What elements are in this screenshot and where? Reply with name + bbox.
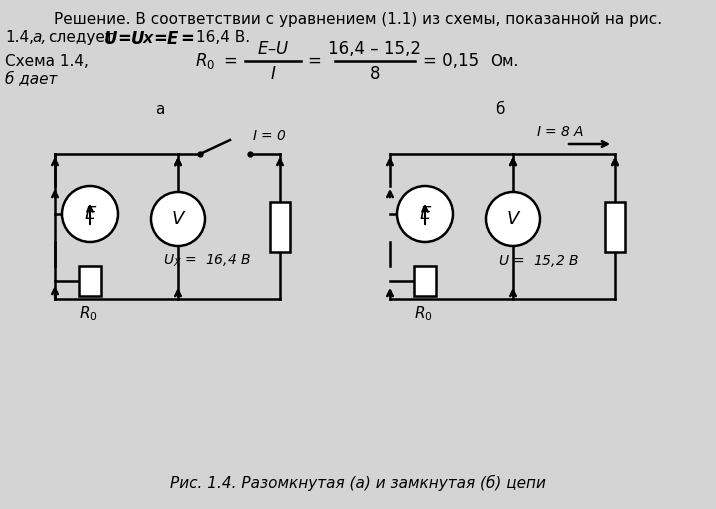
Text: Схема 1.4,: Схема 1.4, — [5, 53, 89, 69]
Text: $E – U$: $E – U$ — [256, 40, 289, 58]
Text: =: = — [153, 30, 167, 48]
Text: $I$ = 8 А: $I$ = 8 А — [536, 125, 584, 139]
Text: Ом.: Ом. — [490, 53, 518, 69]
Circle shape — [397, 186, 453, 242]
Text: а,: а, — [32, 30, 47, 45]
Text: следует: следует — [48, 30, 114, 45]
Text: Рис. 1.4. Разомкнутая (а) и замкнутая (б) цепи: Рис. 1.4. Разомкнутая (а) и замкнутая (б… — [170, 475, 546, 491]
Text: =: = — [307, 52, 321, 70]
Bar — [79, 266, 101, 296]
Bar — [414, 266, 436, 296]
Text: 16,4 В.: 16,4 В. — [196, 30, 250, 45]
Text: E: E — [420, 205, 431, 223]
Text: U: U — [131, 30, 145, 48]
Text: = 0,15: = 0,15 — [423, 52, 479, 70]
Text: 1.4,: 1.4, — [5, 30, 34, 45]
Text: Решение. В соответствии с уравнением (1.1) из схемы, показанной на рис.: Решение. В соответствии с уравнением (1.… — [54, 12, 662, 27]
Text: $R_0$: $R_0$ — [79, 304, 97, 323]
Text: $I$ = 0: $I$ = 0 — [252, 129, 286, 143]
Text: V: V — [172, 210, 184, 228]
Bar — [605, 202, 625, 252]
Text: б дает: б дает — [5, 71, 57, 87]
Text: 16,4 – 15,2: 16,4 – 15,2 — [329, 40, 422, 58]
Text: $R_0$: $R_0$ — [195, 51, 216, 71]
Text: 8: 8 — [369, 65, 380, 83]
Text: E: E — [167, 30, 178, 48]
Text: =: = — [117, 30, 131, 48]
Text: =: = — [223, 52, 237, 70]
Circle shape — [151, 192, 205, 246]
Text: =: = — [180, 30, 194, 48]
Text: V: V — [507, 210, 519, 228]
Bar — [270, 202, 290, 252]
Text: $U$ =  15,2 В: $U$ = 15,2 В — [498, 253, 579, 269]
Text: U: U — [104, 30, 117, 48]
Text: E: E — [84, 205, 96, 223]
Text: $I$: $I$ — [270, 65, 276, 83]
Text: а: а — [155, 101, 165, 117]
Text: X: X — [143, 33, 153, 46]
Text: $R_0$: $R_0$ — [414, 304, 432, 323]
Circle shape — [62, 186, 118, 242]
Text: б: б — [495, 101, 505, 117]
Text: $U_X$ =  16,4 В: $U_X$ = 16,4 В — [163, 253, 251, 269]
Circle shape — [486, 192, 540, 246]
